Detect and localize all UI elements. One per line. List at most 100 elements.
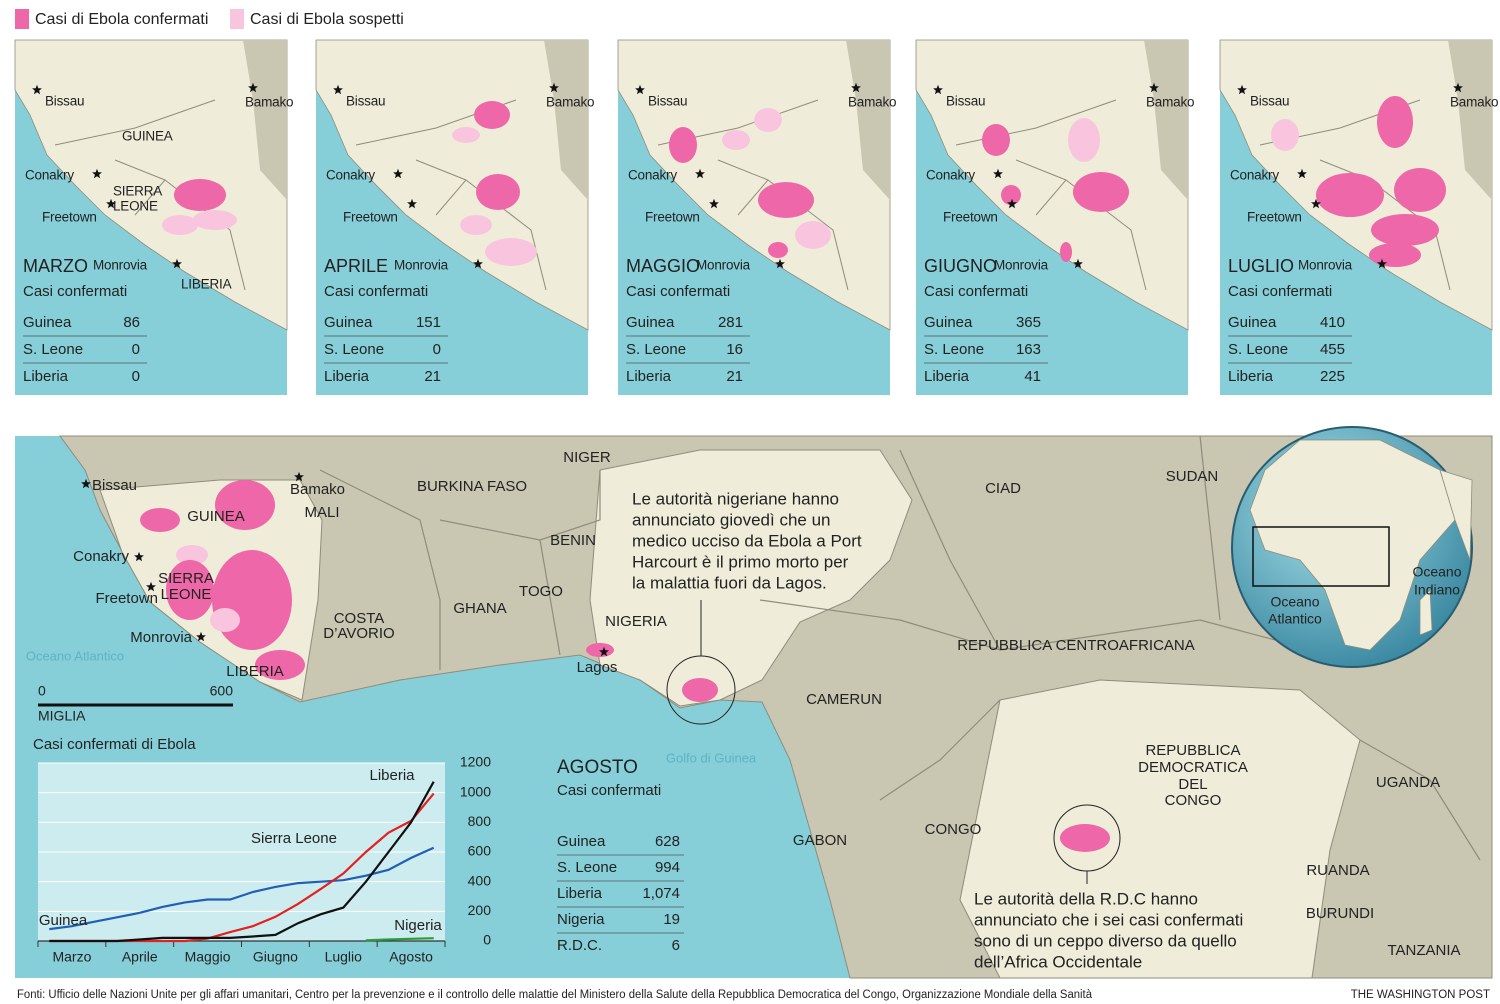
case-count: 21 (424, 368, 441, 385)
country-name: Guinea (324, 314, 373, 331)
place-label: Freetown (42, 210, 97, 225)
place-label: BURKINA FASO (417, 478, 527, 495)
place-label: TANZANIA (1387, 942, 1460, 959)
place-label: COSTA (334, 610, 385, 627)
globe-label: Indiano (1414, 582, 1460, 598)
place-label: SUDAN (1166, 468, 1219, 485)
annotation: annunciato giovedì che un (632, 510, 831, 529)
series-line (365, 937, 434, 942)
place-label: REPUBBLICA CENTROAFRICANA (957, 637, 1195, 654)
place-label: Bamako (546, 95, 594, 110)
city-star (134, 551, 144, 562)
place-label: GABON (793, 832, 847, 849)
y-tick-label: 0 (483, 932, 491, 948)
city-star (993, 168, 1003, 179)
city-star (1007, 198, 1017, 209)
confirmed-area (1371, 214, 1439, 246)
series-line (49, 846, 435, 931)
subtitle: Casi confermati (23, 283, 127, 300)
place-label: LEONE (113, 199, 158, 214)
place-label: Freetown (343, 210, 398, 225)
neighbor-land (1144, 40, 1188, 200)
country-name: S. Leone (23, 341, 83, 358)
country-name: Liberia (924, 368, 970, 385)
series-line (49, 781, 435, 943)
month-panel: Bissau Bamako Conakry Freetown Monrovia GUINE… (14, 39, 294, 395)
place-label: BENIN (550, 532, 596, 549)
month-panel: Bissau Bamako Conakry Freetown Monrovia APRIL… (315, 39, 595, 395)
confirmed-area (982, 124, 1010, 156)
case-count: 628 (655, 833, 680, 850)
place-label: UGANDA (1376, 774, 1440, 791)
confirmed-area (768, 242, 788, 258)
annotation: annunciato che i sei casi confermati (974, 910, 1243, 929)
country-name: Guinea (626, 314, 675, 331)
subtitle: Casi confermati (557, 782, 661, 799)
place-label: Conakry (1230, 168, 1279, 183)
confirmed-area (174, 179, 226, 211)
place-label: Monrovia (696, 258, 751, 273)
place-label: Monrovia (93, 258, 148, 273)
confirmed-area (1001, 185, 1021, 205)
place-label: Freetown (95, 590, 158, 607)
water-label: Oceano Atlantico (26, 648, 124, 663)
globe-label: Oceano (1412, 564, 1461, 580)
confirmed-area (1394, 168, 1446, 212)
place-label: DEMOCRATICA (1138, 759, 1248, 776)
case-count: 365 (1016, 314, 1041, 331)
case-count: 1,074 (642, 885, 680, 902)
place-label: Bissau (346, 94, 385, 109)
place-label: TOGO (519, 583, 563, 600)
y-tick-label: 1000 (460, 783, 491, 799)
country-name: S. Leone (1228, 341, 1288, 358)
scale-end: 600 (210, 683, 234, 699)
annotation: Harcourt è il primo morto per (632, 552, 849, 571)
place-label: LIBERIA (226, 663, 284, 680)
case-count: 0 (433, 341, 441, 358)
country-name: S. Leone (557, 859, 617, 876)
city-star (172, 258, 182, 269)
place-label: Conakry (926, 168, 975, 183)
place-label: Monrovia (994, 258, 1049, 273)
city-star (333, 84, 343, 95)
month-panel: Bissau Bamako Conakry Freetown MonroviaGIUGN… (915, 39, 1195, 395)
country-name: S. Leone (324, 341, 384, 358)
place-label: Conakry (73, 548, 129, 565)
case-count: 455 (1320, 341, 1345, 358)
suspected-area (485, 238, 537, 266)
series-label: Liberia (369, 767, 415, 784)
place-label: REPUBBLICA (1145, 742, 1240, 759)
city-star (599, 646, 609, 657)
x-tick-label: Agosto (389, 949, 433, 965)
legend-suspected: Casi di Ebola sospetti (250, 11, 404, 28)
y-tick-label: 200 (468, 902, 492, 918)
legend-confirmed: Casi di Ebola confermati (35, 11, 208, 28)
country-name: Liberia (1228, 368, 1274, 385)
place-label: MALI (304, 504, 339, 521)
city-star (146, 581, 156, 592)
neighbor-land (846, 40, 890, 200)
chart-title: Casi confermati di Ebola (33, 736, 196, 753)
suspected-area (754, 108, 782, 132)
place-label: NIGER (563, 449, 611, 466)
suspected-area (722, 130, 750, 150)
drc (959, 679, 1361, 979)
month-panel: Bissau Bamako Conakry Freetown Monrovia LUGLI… (1219, 39, 1499, 395)
subtitle: Casi confermati (626, 283, 730, 300)
x-tick-label: Marzo (52, 949, 91, 965)
city-star (1149, 82, 1159, 93)
suspected-area (460, 215, 492, 235)
city-star (407, 198, 417, 209)
city-star (1073, 258, 1083, 269)
case-count: 0 (132, 368, 140, 385)
city-star (294, 471, 304, 482)
suspected-area (1068, 118, 1100, 162)
place-label: CONGO (1165, 792, 1222, 809)
place-label: LEONE (161, 586, 212, 603)
case-count: 16 (726, 341, 743, 358)
city-star (1377, 258, 1387, 269)
place-label: Freetown (645, 210, 700, 225)
city-star (32, 84, 42, 95)
case-count: 0 (132, 341, 140, 358)
